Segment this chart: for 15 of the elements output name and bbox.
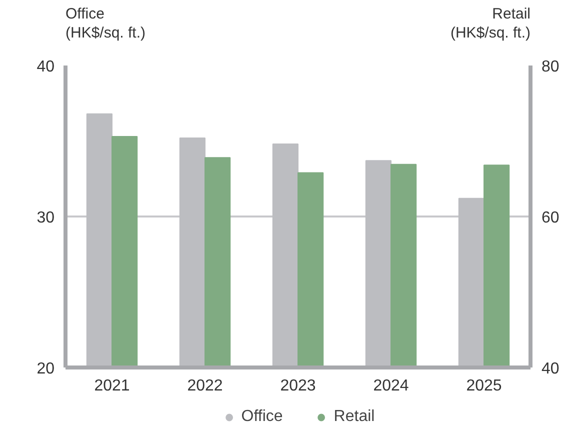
y2-tick-label: 60 [542, 210, 560, 226]
y2-tick-label: 40 [542, 360, 560, 378]
y-tick-label: 20 [36, 360, 55, 378]
y-axis-title: Office (HK$/sq. ft.) [66, 6, 146, 42]
x-tick-label: 2023 [280, 378, 316, 394]
x-tick-label: 2021 [94, 378, 130, 394]
y2-axis-title: Retail (HK$/sq. ft.) [450, 6, 531, 42]
x-tick-label: 2025 [466, 378, 502, 394]
legend-label: Retail [334, 408, 375, 426]
x-tick-label: 2022 [187, 378, 223, 394]
legend-label: Office [241, 408, 283, 426]
y-tick-label: 30 [36, 210, 55, 226]
y-tick-label: 40 [36, 58, 55, 76]
x-tick-label: 2024 [373, 378, 409, 394]
y2-tick-label: 80 [542, 58, 560, 76]
